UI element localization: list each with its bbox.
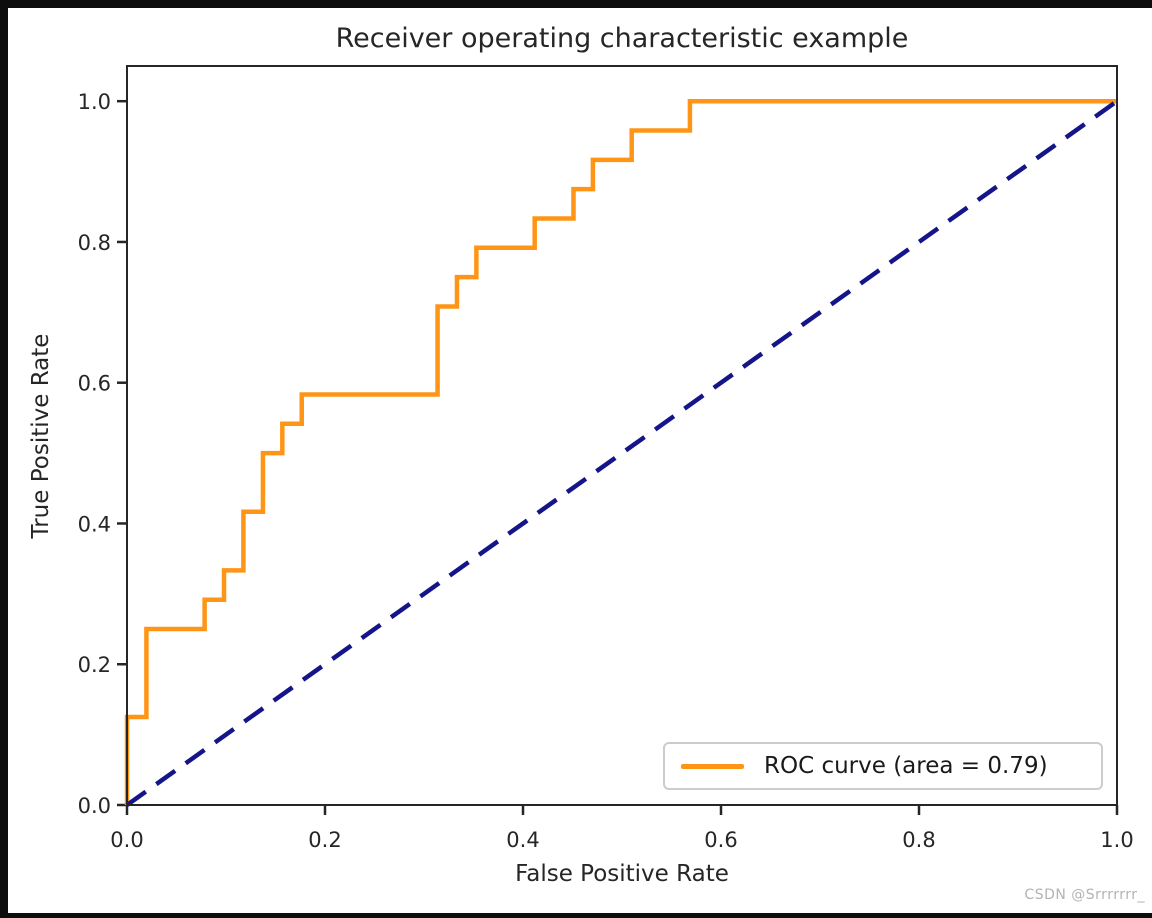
chart-title: Receiver operating characteristic exampl… <box>335 23 909 54</box>
y-axis-label: True Positive Rate <box>28 333 54 539</box>
x-axis-label: False Positive Rate <box>515 861 729 887</box>
legend-label: ROC curve (area = 0.79) <box>764 753 1048 779</box>
legend: ROC curve (area = 0.79) <box>663 742 1103 790</box>
legend-line-swatch <box>681 763 744 769</box>
watermark-text: CSDN @Srrrrrrr_ <box>1024 887 1145 903</box>
